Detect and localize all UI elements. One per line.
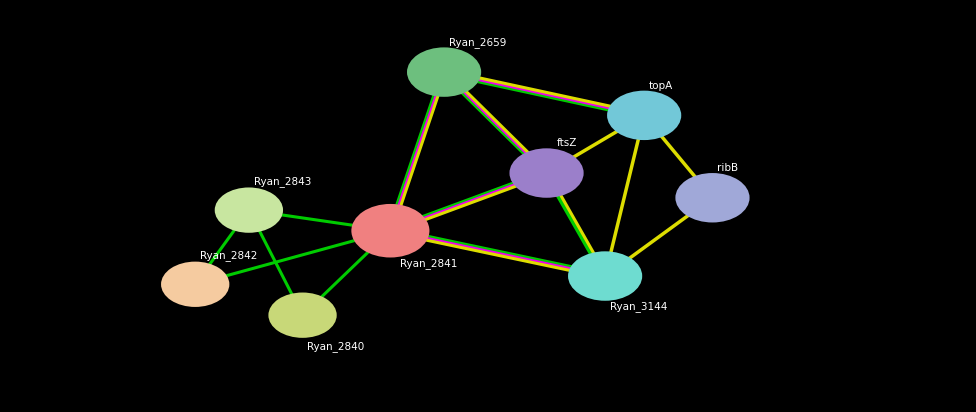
Text: Ryan_2840: Ryan_2840 bbox=[307, 341, 365, 351]
Text: Ryan_3144: Ryan_3144 bbox=[610, 302, 668, 312]
Text: Ryan_2843: Ryan_2843 bbox=[254, 176, 311, 187]
Ellipse shape bbox=[509, 148, 584, 198]
Ellipse shape bbox=[215, 187, 283, 233]
Ellipse shape bbox=[268, 293, 337, 338]
Text: ribB: ribB bbox=[717, 163, 739, 173]
Text: topA: topA bbox=[649, 81, 673, 91]
Ellipse shape bbox=[351, 204, 429, 258]
Text: Ryan_2841: Ryan_2841 bbox=[400, 258, 458, 269]
Ellipse shape bbox=[568, 251, 642, 301]
Ellipse shape bbox=[407, 47, 481, 97]
Ellipse shape bbox=[161, 262, 229, 307]
Ellipse shape bbox=[675, 173, 750, 222]
Ellipse shape bbox=[607, 91, 681, 140]
Text: Ryan_2659: Ryan_2659 bbox=[449, 37, 507, 48]
Text: ftsZ: ftsZ bbox=[556, 138, 577, 148]
Text: Ryan_2842: Ryan_2842 bbox=[200, 250, 258, 261]
